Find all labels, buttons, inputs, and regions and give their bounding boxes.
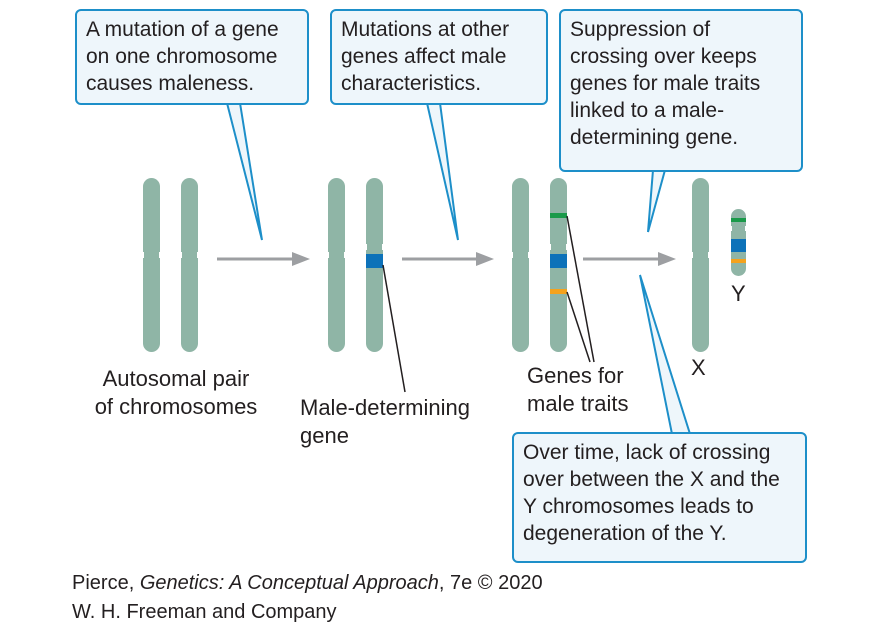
callout-other-genes-text: Mutations at other genes affect male cha… <box>341 18 510 95</box>
pointer-other-genes <box>425 102 459 241</box>
label-male-det-line1: Male-determining <box>300 395 470 420</box>
label-autosomal-line2: of chromosomes <box>94 394 258 419</box>
callout-suppression-text: Suppression of crossing over keeps genes… <box>570 18 761 149</box>
chromosome-2a <box>328 178 345 352</box>
label-genes-male-traits: Genes for male traits <box>527 362 628 418</box>
label-male-determining-gene: Male-determining gene <box>300 394 470 450</box>
leader-trait-green <box>566 215 595 363</box>
label-autosomal-line1: Autosomal pair <box>102 366 250 391</box>
leader-male-determining <box>382 264 406 393</box>
x-chromosome <box>692 178 709 352</box>
stage-x-y <box>690 178 748 352</box>
male-determining-band <box>366 254 383 268</box>
callout-over-time-text: Over time, lack of crossing over between… <box>523 441 780 545</box>
label-genes-male-line2: male traits <box>527 391 629 416</box>
y-band-blue <box>731 239 746 252</box>
y-band-orange <box>731 259 746 263</box>
credit-line: Pierce, Genetics: A Conceptual Approach,… <box>72 569 543 627</box>
callout-suppression: Suppression of crossing over keeps genes… <box>559 9 803 172</box>
callout-over-time: Over time, lack of crossing over between… <box>512 432 807 563</box>
label-y-chromosome: Y <box>731 281 746 306</box>
arrow-1 <box>217 252 310 266</box>
autosomal-pair <box>141 178 200 352</box>
label-x-chromosome: X <box>691 355 706 380</box>
stage-male-traits <box>510 178 595 363</box>
label-genes-male-line1: Genes for <box>527 363 624 388</box>
y-band-green <box>731 218 746 222</box>
chromosome-3a <box>512 178 529 352</box>
arrow-3 <box>583 252 676 266</box>
pointer-mutation-gene <box>225 102 263 241</box>
male-determining-band-3 <box>550 254 567 268</box>
credit-title: Genetics: A Conceptual Approach <box>139 572 439 594</box>
trait-band-orange <box>550 289 567 294</box>
label-autosomal-pair: Autosomal pair of chromosomes <box>80 365 272 421</box>
label-male-det-line2: gene <box>300 423 349 448</box>
callout-mutation-gene-text: A mutation of a gene on one chromosome c… <box>86 18 279 95</box>
trait-band-green <box>550 213 567 218</box>
credit-line-1: Pierce, Genetics: A Conceptual Approach,… <box>72 569 543 598</box>
callout-mutation-gene: A mutation of a gene on one chromosome c… <box>75 9 309 105</box>
credit-author: Pierce, <box>72 572 140 594</box>
callout-pointers <box>225 102 692 435</box>
credit-edition: , 7e © 2020 <box>438 572 543 594</box>
pointer-suppression <box>647 169 667 233</box>
pointer-over-time <box>639 274 692 435</box>
stage-male-determining <box>326 178 406 393</box>
autosome-left <box>143 178 160 352</box>
arrow-2 <box>402 252 494 266</box>
leader-trait-orange <box>566 291 591 363</box>
credit-publisher: W. H. Freeman and Company <box>72 601 337 623</box>
callout-other-genes: Mutations at other genes affect male cha… <box>330 9 548 105</box>
autosome-right <box>181 178 198 352</box>
